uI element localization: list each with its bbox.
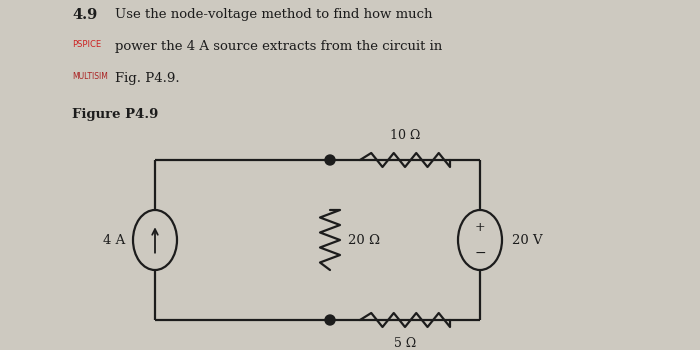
Text: +: +: [475, 221, 485, 234]
Text: Use the node-voltage method to find how much: Use the node-voltage method to find how …: [115, 8, 433, 21]
Text: −: −: [474, 246, 486, 260]
Text: 20 V: 20 V: [512, 233, 542, 246]
Text: Figure P4.9: Figure P4.9: [72, 108, 158, 121]
Text: power the 4 A source extracts from the circuit in: power the 4 A source extracts from the c…: [115, 40, 442, 53]
Circle shape: [325, 155, 335, 165]
Text: 5 Ω: 5 Ω: [394, 337, 416, 350]
Text: 20 Ω: 20 Ω: [348, 233, 380, 246]
Text: 10 Ω: 10 Ω: [390, 129, 420, 142]
Text: PSPICE: PSPICE: [72, 40, 101, 49]
Text: 4 A: 4 A: [103, 233, 125, 246]
Circle shape: [325, 315, 335, 325]
Text: 4.9: 4.9: [72, 8, 97, 22]
Text: Fig. P4.9.: Fig. P4.9.: [115, 72, 180, 85]
Text: MULTISIM: MULTISIM: [72, 72, 108, 81]
